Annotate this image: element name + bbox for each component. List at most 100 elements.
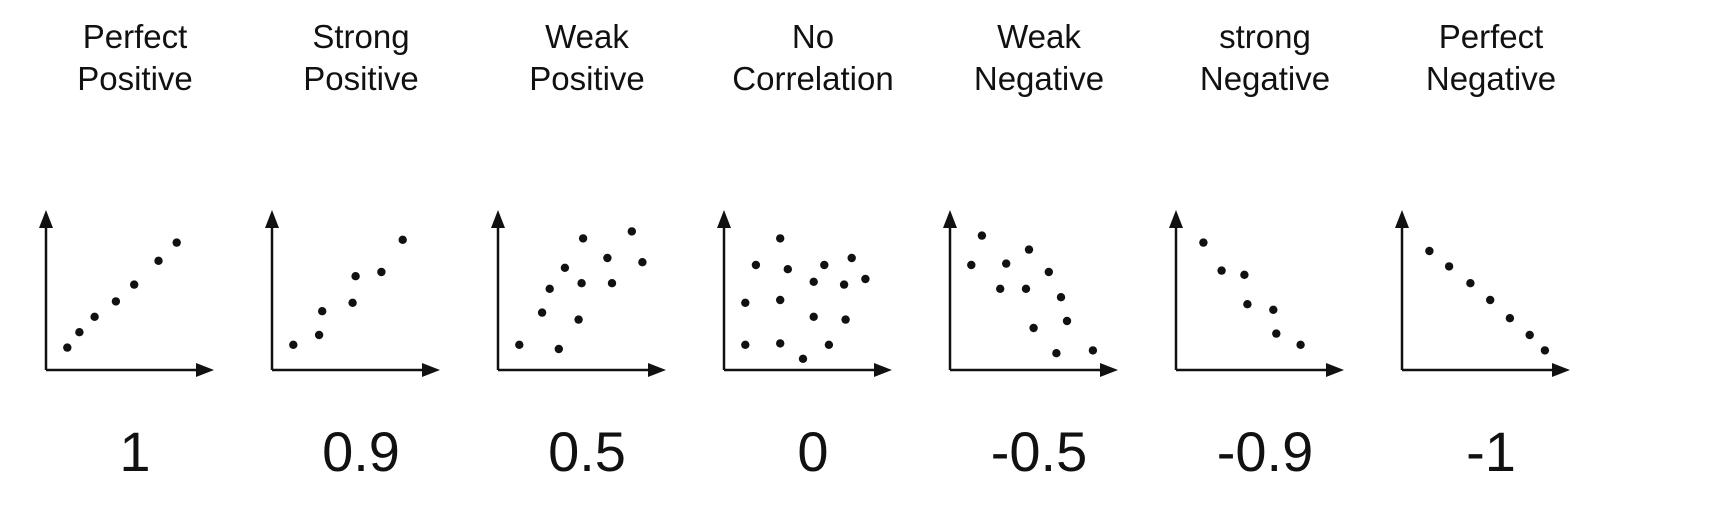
y-axis-arrowhead <box>39 210 53 228</box>
data-point <box>172 238 181 247</box>
scatter-plot <box>39 210 214 377</box>
data-point <box>798 354 808 363</box>
data-point <box>1088 346 1098 355</box>
x-axis-arrowhead <box>196 363 214 377</box>
panel-title: Perfect Positive <box>12 16 258 100</box>
data-point <box>537 308 547 317</box>
data-point <box>603 253 612 263</box>
data-point <box>1240 270 1249 279</box>
panel-title-line-1: Weak <box>997 18 1081 55</box>
data-point <box>1199 238 1208 247</box>
panel-title-line-2: Correlation <box>732 60 894 97</box>
data-point <box>554 344 563 354</box>
correlation-value: 0.9 <box>322 420 400 483</box>
data-point <box>741 340 750 349</box>
data-point <box>578 234 588 243</box>
data-point <box>809 277 818 286</box>
data-point <box>1243 300 1252 309</box>
data-point <box>1052 349 1061 358</box>
data-point <box>63 343 72 352</box>
x-axis-arrowhead <box>1552 363 1570 377</box>
data-point <box>1062 316 1072 326</box>
panel-title: strong Negative <box>1142 16 1388 100</box>
correlation-value: 0.5 <box>548 420 626 483</box>
data-point <box>1425 246 1434 256</box>
panel-title-line-2: Positive <box>529 60 645 97</box>
correlation-panel: Strong Positive 0.9 <box>238 0 484 509</box>
data-point <box>560 263 570 272</box>
data-point <box>1269 305 1278 314</box>
data-point <box>627 227 636 236</box>
data-point <box>515 340 524 349</box>
data-point <box>751 260 761 270</box>
data-point <box>1505 314 1515 323</box>
panel-title-line-1: strong <box>1219 18 1311 55</box>
panel-title: Perfect Negative <box>1368 16 1614 100</box>
data-point <box>776 234 785 243</box>
correlation-panel: Perfect Positive 1 <box>12 0 258 509</box>
data-point <box>1217 266 1226 275</box>
correlation-value: -1 <box>1466 420 1516 483</box>
correlation-value: -0.9 <box>1216 420 1314 483</box>
panel-title-line-2: Negative <box>1425 60 1557 97</box>
data-point <box>820 260 829 270</box>
data-point <box>111 297 121 306</box>
data-point <box>1540 346 1550 355</box>
correlation-panel: Weak Negative -0.5 <box>916 0 1162 509</box>
panel-title-line-1: Strong <box>312 18 410 55</box>
y-axis-arrowhead <box>491 210 505 228</box>
panel-title: Strong Positive <box>238 16 484 100</box>
correlation-panel: Perfect Negative -1 <box>1368 0 1614 509</box>
data-point <box>1486 295 1495 305</box>
panel-title: No Correlation <box>690 16 936 100</box>
data-point <box>1056 293 1066 302</box>
panel-title-line-1: No <box>791 18 835 55</box>
correlation-panel: Weak Positive 0.5 <box>464 0 710 509</box>
panel-title-line-2: Negative <box>1199 60 1331 97</box>
data-point <box>638 258 647 267</box>
data-point <box>1296 340 1305 349</box>
y-axis-arrowhead <box>1169 210 1183 228</box>
data-point <box>1444 262 1454 271</box>
data-point <box>839 280 849 289</box>
data-point <box>577 279 586 288</box>
panel-title: Weak Negative <box>916 16 1162 100</box>
scatter-plot <box>265 210 440 377</box>
data-point <box>967 260 976 270</box>
x-axis-arrowhead <box>648 363 666 377</box>
data-point <box>348 298 357 307</box>
data-point <box>1272 329 1281 338</box>
data-point <box>607 279 617 288</box>
data-point <box>776 339 785 348</box>
y-axis-arrowhead <box>943 210 957 228</box>
data-point <box>377 267 386 277</box>
data-point <box>1525 330 1534 340</box>
data-point <box>861 274 870 284</box>
correlation-value: 1 <box>119 420 151 483</box>
correlation-panel: No Correlation 0 <box>690 0 936 509</box>
panel-title-line-2: Positive <box>77 60 193 97</box>
data-point <box>545 284 554 293</box>
scatter-plot <box>943 210 1118 377</box>
x-axis-arrowhead <box>874 363 892 377</box>
data-point <box>90 312 99 321</box>
data-point <box>847 253 856 263</box>
correlation-value: 0 <box>797 420 829 483</box>
data-point <box>783 265 792 274</box>
data-point <box>1029 323 1038 333</box>
data-point <box>318 307 327 316</box>
data-point <box>130 280 139 289</box>
correlation-panel: strong Negative -0.9 <box>1142 0 1388 509</box>
data-point <box>741 298 750 307</box>
x-axis-arrowhead <box>1326 363 1344 377</box>
data-point <box>809 312 818 321</box>
panel-title-line-1: Perfect <box>1438 18 1544 55</box>
scatter-plot <box>1395 210 1570 377</box>
panel-title-line-1: Perfect <box>82 18 188 55</box>
y-axis-arrowhead <box>717 210 731 228</box>
data-point <box>351 272 360 281</box>
data-point <box>1024 245 1034 254</box>
data-point <box>776 295 785 305</box>
y-axis-arrowhead <box>265 210 279 228</box>
data-point <box>1002 259 1011 268</box>
